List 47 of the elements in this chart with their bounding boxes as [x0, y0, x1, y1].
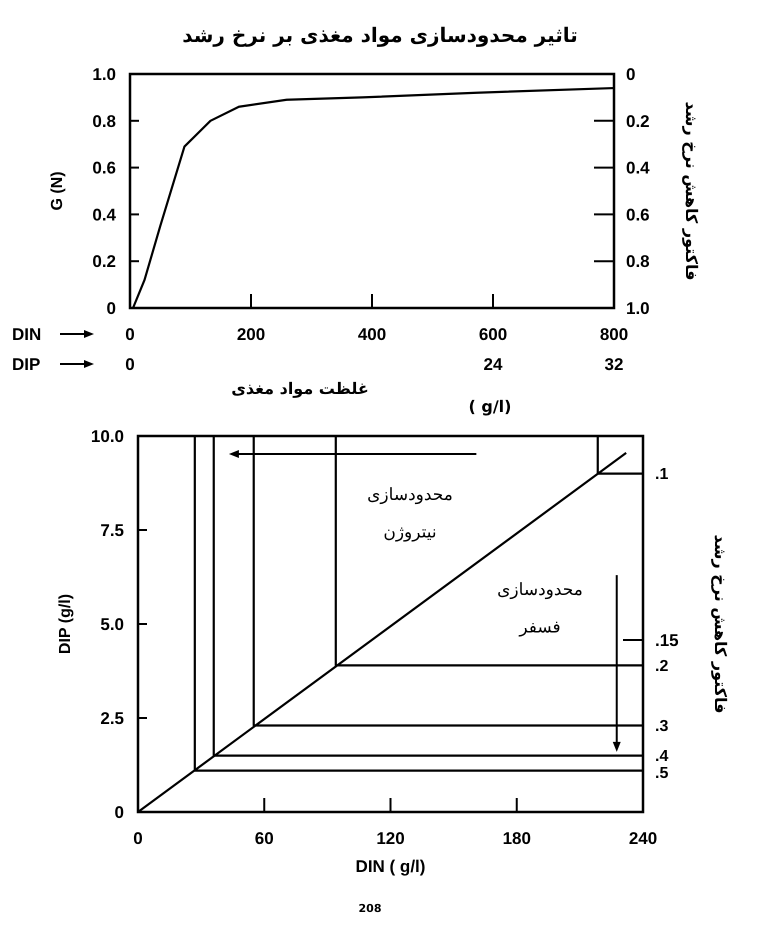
y-tick-label: 0.4: [92, 205, 117, 224]
x-axis-title: DIN ( g/l): [356, 857, 426, 876]
series-label: .1: [655, 466, 668, 484]
x-tick-label: 400: [358, 324, 386, 344]
annotation: محدودسازی فسفر: [497, 580, 583, 638]
x-tick-label: 60: [254, 828, 274, 848]
text: 208: [358, 902, 382, 915]
x-tick-label: 240: [628, 828, 658, 848]
y-tick-label: 0.2: [92, 252, 116, 272]
y2-tick-label: 0.8: [626, 252, 650, 272]
y2-tick-label: 1.0: [626, 298, 650, 318]
y2-tick-label: 0.6: [626, 205, 650, 224]
x2-tick-label: 32: [604, 354, 624, 374]
y-tick-label: 0.6: [92, 158, 116, 178]
annotation: محدودسازی نیتروژن: [367, 485, 453, 542]
y-tick-label: 7.5: [100, 520, 124, 540]
y-tick-label: 10.0: [90, 426, 124, 446]
y2-tick-label: 0: [626, 64, 636, 84]
y2-axis-title: فاکتور کاهش نرخ رشد: [682, 102, 701, 280]
y-tick-label: 1.0: [92, 64, 116, 84]
x2-tick-label: 24: [484, 354, 503, 374]
y-axis-title: DIP (g/l): [57, 594, 74, 654]
text: .15: [655, 630, 679, 650]
x-tick-label: 180: [502, 828, 531, 848]
y-tick-label: 2.5: [100, 708, 124, 728]
y-tick-label: 0: [114, 802, 124, 822]
y-tick-label: 0: [106, 298, 116, 318]
text: ( g/l): [468, 397, 512, 416]
y-axis-title: G (N): [49, 171, 66, 211]
y2-tick-label: 0.2: [626, 112, 650, 131]
legend-label: .4: [655, 748, 668, 766]
series-label: .2: [655, 658, 668, 675]
y2-tick-label: 0.4: [626, 158, 650, 178]
x-tick-label: 120: [376, 828, 405, 848]
series-label: .3: [655, 718, 668, 736]
series-label: .5: [655, 765, 668, 782]
x-tick-label: 0: [133, 828, 143, 848]
x-axis-title: DIN: [12, 324, 42, 344]
x-tick-label: 600: [478, 324, 508, 344]
text: غلظت مواد مغذی: [231, 379, 369, 398]
chart-title: تاثیر محدودسازی مواد مغذی بر نرخ رشد: [182, 23, 578, 47]
y-tick-label: 5.0: [100, 614, 124, 634]
y-tick-label: 0.8: [92, 112, 116, 131]
x2-axis-title: DIP: [12, 354, 40, 374]
y2-axis-title: فاکتور کاهش نرخ رشد: [711, 534, 730, 714]
x-tick-label: 800: [600, 324, 628, 344]
x-tick-label: 200: [236, 324, 266, 344]
